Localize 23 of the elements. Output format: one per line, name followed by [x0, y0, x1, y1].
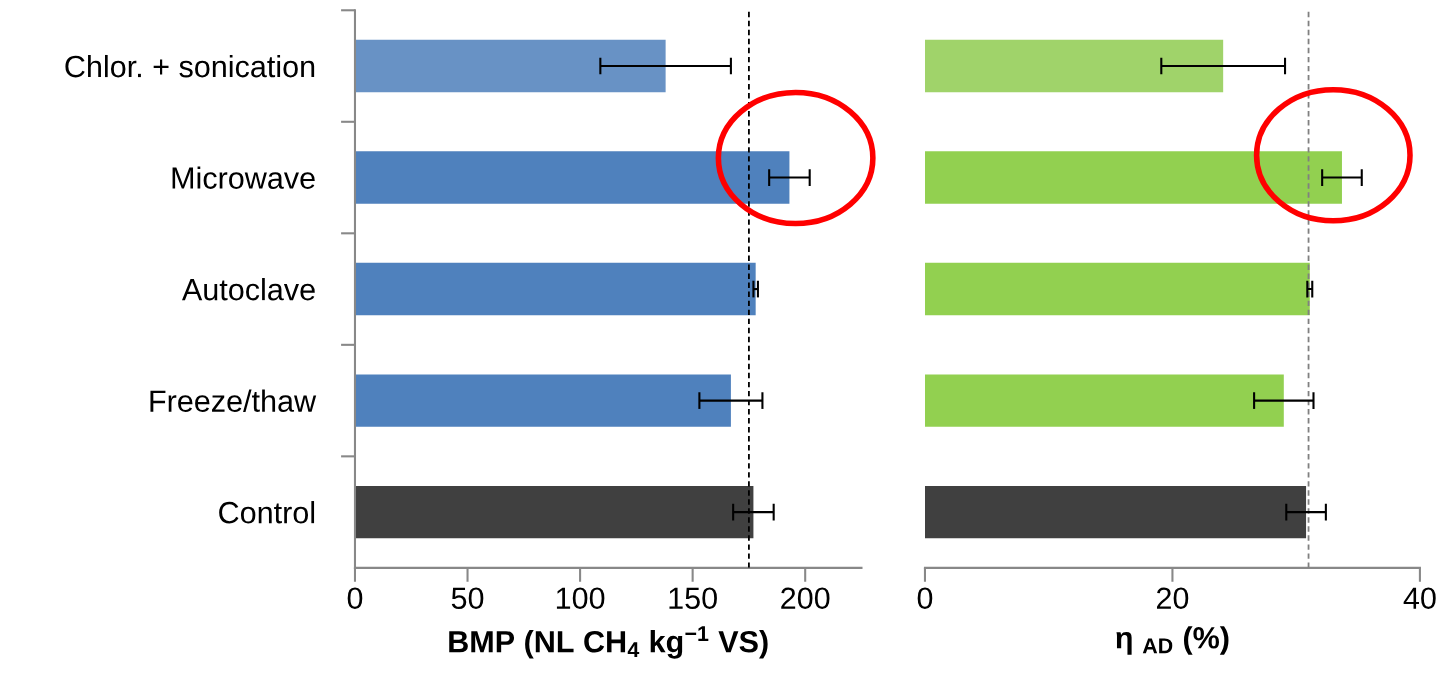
x-tick-label: 20 — [1156, 587, 1189, 610]
bar — [924, 485, 1307, 539]
x-tick-label: 40 — [1403, 587, 1436, 610]
bar — [924, 374, 1284, 427]
x-tick-label: 100 — [556, 587, 605, 610]
y-tick-label: Chlor. + sonication — [65, 54, 315, 78]
y-tick-label: Freeze/thaw — [150, 389, 317, 412]
y-tick-label: Autoclave — [181, 278, 315, 301]
x-tick-label: 0 — [347, 587, 363, 610]
bar — [924, 262, 1310, 316]
x-axis-title: BMP (NL CH$_{4}$ kg$^{−1}$ VS) — [449, 626, 768, 659]
y-tick-label: Microwave — [172, 166, 315, 189]
x-tick-label: 0 — [917, 587, 933, 610]
x-tick-label: 150 — [669, 587, 717, 610]
x-tick-label: 200 — [781, 587, 830, 610]
bar — [354, 39, 666, 93]
y-tick-label: Control — [219, 501, 315, 524]
bar — [354, 262, 756, 316]
x-axis-title: η $_{AD}$ (%) — [1116, 626, 1229, 655]
bar — [354, 485, 754, 539]
x-tick-label: 50 — [451, 587, 484, 610]
bar — [924, 39, 1224, 93]
bar — [354, 374, 731, 427]
